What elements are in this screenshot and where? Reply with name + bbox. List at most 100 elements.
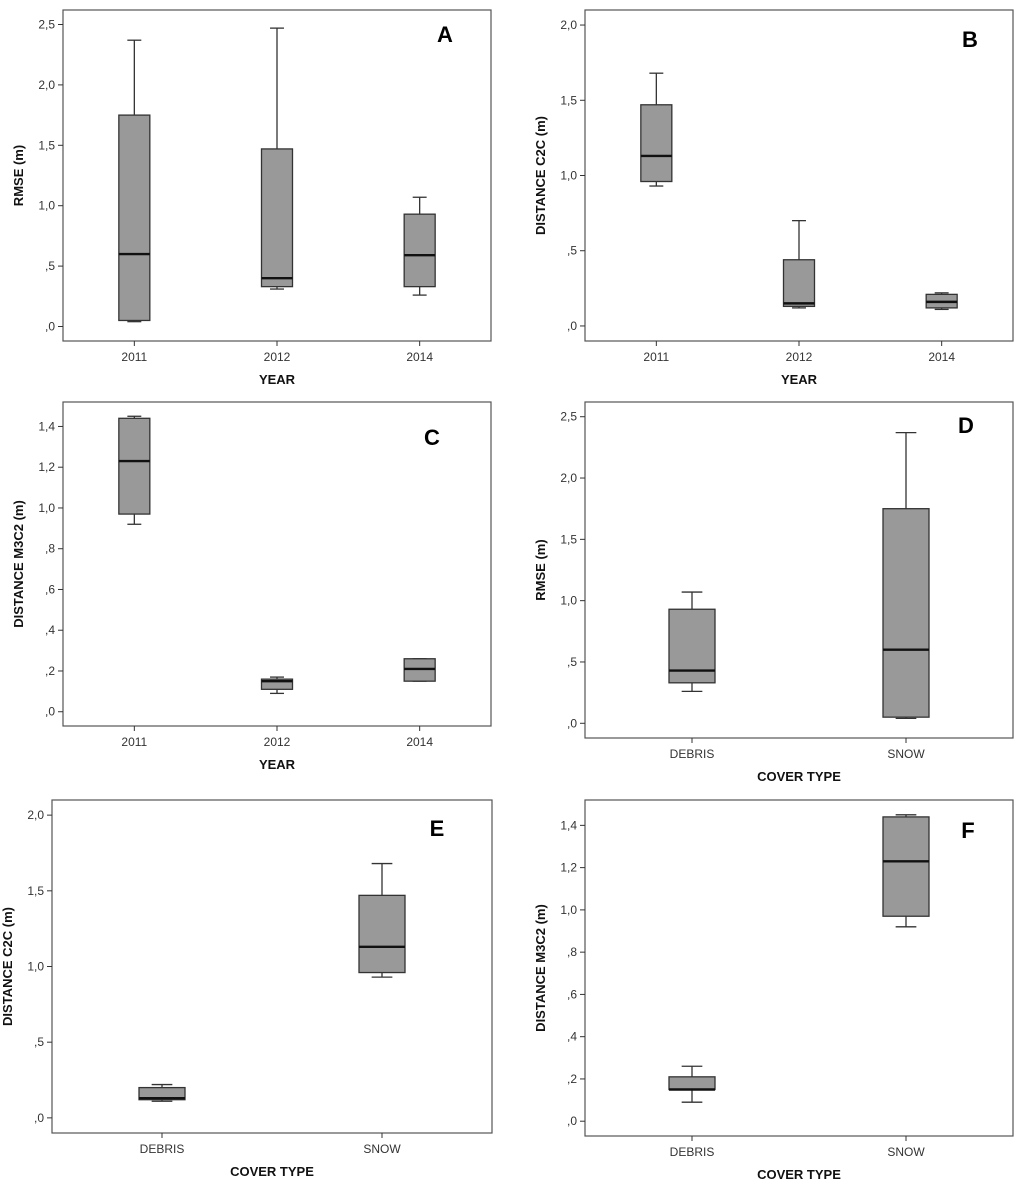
iqr-box bbox=[882, 508, 930, 718]
iqr-box bbox=[260, 148, 294, 288]
x-tick-label: 2012 bbox=[264, 350, 291, 364]
box-2014 bbox=[925, 292, 958, 311]
box-2012 bbox=[782, 219, 816, 309]
x-tick-label: 2012 bbox=[786, 350, 813, 364]
y-tick-label: 1,5 bbox=[560, 93, 577, 107]
y-axis-label: DISTANCE C2C (m) bbox=[0, 907, 15, 1026]
box-2011 bbox=[640, 72, 673, 187]
x-tick-label: 2012 bbox=[264, 735, 291, 749]
y-axis-label: DISTANCE M3C2 (m) bbox=[11, 500, 26, 628]
iqr-box bbox=[358, 894, 406, 974]
x-tick-label: DEBRIS bbox=[670, 747, 715, 761]
box-2012 bbox=[260, 27, 294, 290]
x-tick-label: 2011 bbox=[121, 735, 147, 749]
y-tick-label: ,5 bbox=[34, 1035, 44, 1049]
y-tick-label: ,4 bbox=[567, 1030, 577, 1044]
y-axis-label: RMSE (m) bbox=[533, 539, 548, 600]
y-tick-label: ,5 bbox=[567, 244, 577, 258]
box-2012 bbox=[260, 676, 294, 695]
panel-d: ,0 ,5 1,0 1,5 2,0 2,5 DEBRIS SNOW COVER TYPE RMSE… bbox=[533, 401, 1014, 784]
x-tick-label: DEBRIS bbox=[140, 1142, 185, 1156]
box-2011 bbox=[118, 39, 151, 323]
x-tick-label: DEBRIS bbox=[670, 1145, 715, 1159]
y-tick-label: ,0 bbox=[45, 705, 55, 719]
y-tick-label: ,0 bbox=[567, 319, 577, 333]
y-axis-label: RMSE (m) bbox=[11, 145, 26, 206]
y-tick-label: 1,0 bbox=[560, 594, 577, 608]
panel-letter: A bbox=[437, 22, 453, 47]
box-2014 bbox=[403, 196, 436, 296]
panel-c: ,0 ,2 ,4 ,6 ,8 1,0 1,2 1,4 2011 2012 2014 YEAR DISTA… bbox=[11, 401, 492, 772]
y-tick-label: 1,0 bbox=[38, 199, 55, 213]
y-tick-label: 2,0 bbox=[38, 78, 55, 92]
iqr-box bbox=[118, 417, 151, 515]
y-axis-label: DISTANCE M3C2 (m) bbox=[533, 904, 548, 1032]
y-tick-label: ,8 bbox=[567, 945, 577, 959]
x-tick-label: 2014 bbox=[406, 735, 433, 749]
y-tick-label: ,2 bbox=[567, 1072, 577, 1086]
y-tick-label: ,0 bbox=[567, 1114, 577, 1128]
plot-frame bbox=[584, 401, 1014, 739]
box-2014 bbox=[403, 658, 436, 682]
y-tick-label: ,5 bbox=[45, 259, 55, 273]
box-snow bbox=[882, 814, 930, 928]
iqr-box bbox=[403, 213, 436, 288]
y-tick-label: ,0 bbox=[34, 1111, 44, 1125]
iqr-box bbox=[882, 816, 930, 917]
x-axis-label: YEAR bbox=[259, 372, 296, 387]
x-tick-label: SNOW bbox=[887, 1145, 925, 1159]
y-tick-label: 2,0 bbox=[560, 18, 577, 32]
x-tick-label: 2014 bbox=[406, 350, 433, 364]
box-debris bbox=[668, 591, 716, 693]
x-tick-label: 2011 bbox=[121, 350, 147, 364]
panel-letter: D bbox=[958, 413, 974, 438]
iqr-box bbox=[138, 1086, 186, 1101]
y-tick-label: 1,4 bbox=[38, 419, 55, 433]
panel-letter: B bbox=[962, 27, 978, 52]
y-tick-label: 2,0 bbox=[560, 471, 577, 485]
x-axis-label: COVER TYPE bbox=[230, 1164, 314, 1179]
panel-e: ,0 ,5 1,0 1,5 2,0 DEBRIS SNOW COVER TYPE DISTANC… bbox=[0, 799, 493, 1179]
panel-a: ,0 ,5 1,0 1,5 2,0 2,5 2011 2012 2014 YEAR RMSE (m)… bbox=[11, 9, 492, 387]
y-tick-label: 2,5 bbox=[560, 410, 577, 424]
panel-letter: E bbox=[430, 816, 445, 841]
x-tick-label: SNOW bbox=[887, 747, 925, 761]
panel-f: ,0 ,2 ,4 ,6 ,8 1,0 1,2 1,4 DEBRIS SNOW COVER TYPE D… bbox=[533, 799, 1014, 1182]
panel-b: ,0 ,5 1,0 1,5 2,0 2011 2012 2014 YEAR DISTANCE C2… bbox=[533, 9, 1014, 387]
panel-letter: F bbox=[961, 818, 974, 843]
y-tick-label: 1,4 bbox=[560, 818, 577, 832]
box-2011 bbox=[118, 415, 151, 525]
y-axis-label: DISTANCE C2C (m) bbox=[533, 116, 548, 235]
y-tick-label: 1,0 bbox=[560, 903, 577, 917]
y-tick-label: 1,0 bbox=[560, 169, 577, 183]
y-tick-label: ,0 bbox=[567, 716, 577, 730]
y-tick-label: ,5 bbox=[567, 655, 577, 669]
box-debris bbox=[138, 1083, 186, 1102]
iqr-box bbox=[782, 259, 816, 308]
iqr-box bbox=[640, 104, 673, 183]
y-tick-label: ,6 bbox=[567, 987, 577, 1001]
x-tick-label: 2014 bbox=[928, 350, 955, 364]
y-tick-label: ,0 bbox=[45, 320, 55, 334]
plot-frame bbox=[584, 799, 1014, 1137]
y-tick-label: 1,2 bbox=[560, 861, 577, 875]
box-snow bbox=[882, 432, 930, 720]
iqr-box bbox=[668, 608, 716, 684]
panel-letter: C bbox=[424, 425, 440, 450]
iqr-box bbox=[260, 678, 294, 690]
y-tick-label: 1,5 bbox=[27, 884, 44, 898]
iqr-box bbox=[668, 1076, 716, 1091]
x-axis-label: YEAR bbox=[259, 757, 296, 772]
y-tick-label: ,2 bbox=[45, 664, 55, 678]
y-tick-label: ,6 bbox=[45, 582, 55, 596]
y-tick-label: ,4 bbox=[45, 623, 55, 637]
y-tick-label: 1,0 bbox=[27, 960, 44, 974]
y-tick-label: 2,0 bbox=[27, 808, 44, 822]
box-debris bbox=[668, 1065, 716, 1103]
x-tick-label: SNOW bbox=[363, 1142, 401, 1156]
x-axis-label: COVER TYPE bbox=[757, 769, 841, 784]
y-tick-label: 1,2 bbox=[38, 460, 55, 474]
y-tick-label: ,8 bbox=[45, 542, 55, 556]
x-tick-label: 2011 bbox=[643, 350, 669, 364]
